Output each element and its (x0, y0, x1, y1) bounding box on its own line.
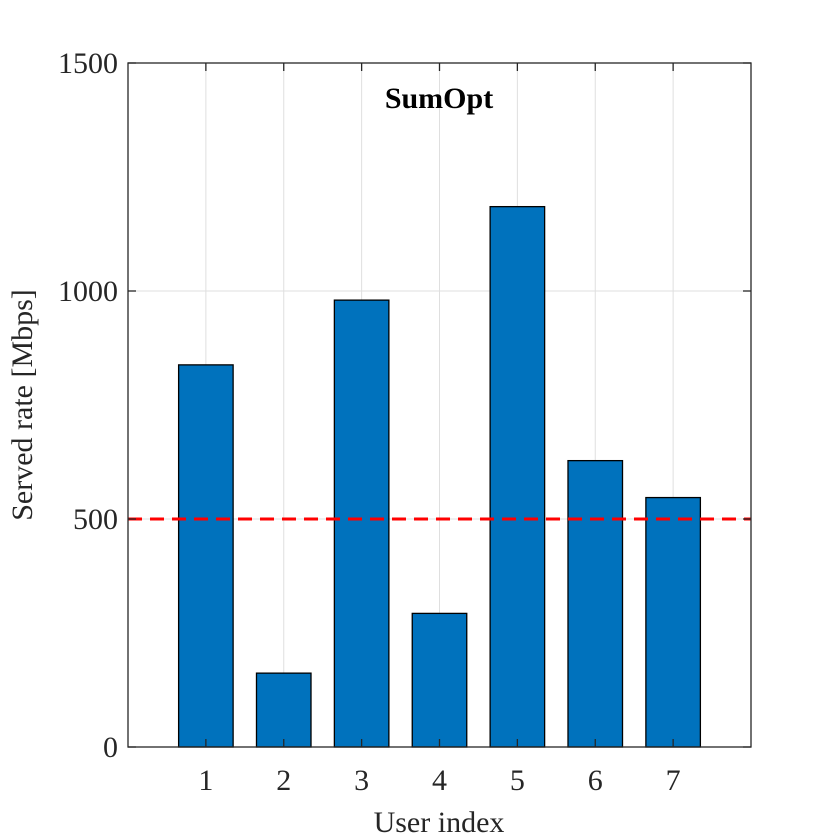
y-tick-label: 1500 (58, 47, 118, 80)
y-tick-label: 0 (103, 731, 118, 764)
y-tick-label: 500 (73, 503, 118, 536)
x-tick-label: 2 (276, 764, 291, 797)
y-tick-label: 1000 (58, 275, 118, 308)
x-tick-label: 3 (354, 764, 369, 797)
axis-ticks (128, 62, 751, 748)
bar-user-3 (333, 299, 390, 748)
x-axis-label: User index (374, 806, 505, 839)
bars (177, 205, 702, 748)
bar-user-1 (177, 364, 234, 748)
bar-user-4 (411, 612, 468, 748)
bar-user-5 (489, 205, 546, 748)
x-tick-labels: 1 2 3 4 5 6 7 (198, 764, 680, 797)
x-tick-label: 1 (198, 764, 213, 797)
y-tick-labels: 0 500 1000 1500 (58, 47, 118, 764)
chart-title: SumOpt (385, 82, 493, 115)
x-tick-label: 6 (588, 764, 603, 797)
x-tick-label: 5 (510, 764, 525, 797)
bar-user-6 (567, 459, 624, 748)
bar-user-7 (645, 496, 702, 748)
x-tick-label: 4 (432, 764, 447, 797)
x-tick-label: 7 (666, 764, 681, 797)
y-axis-label: Served rate [Mbps] (6, 289, 39, 521)
bar-user-2 (255, 672, 312, 748)
